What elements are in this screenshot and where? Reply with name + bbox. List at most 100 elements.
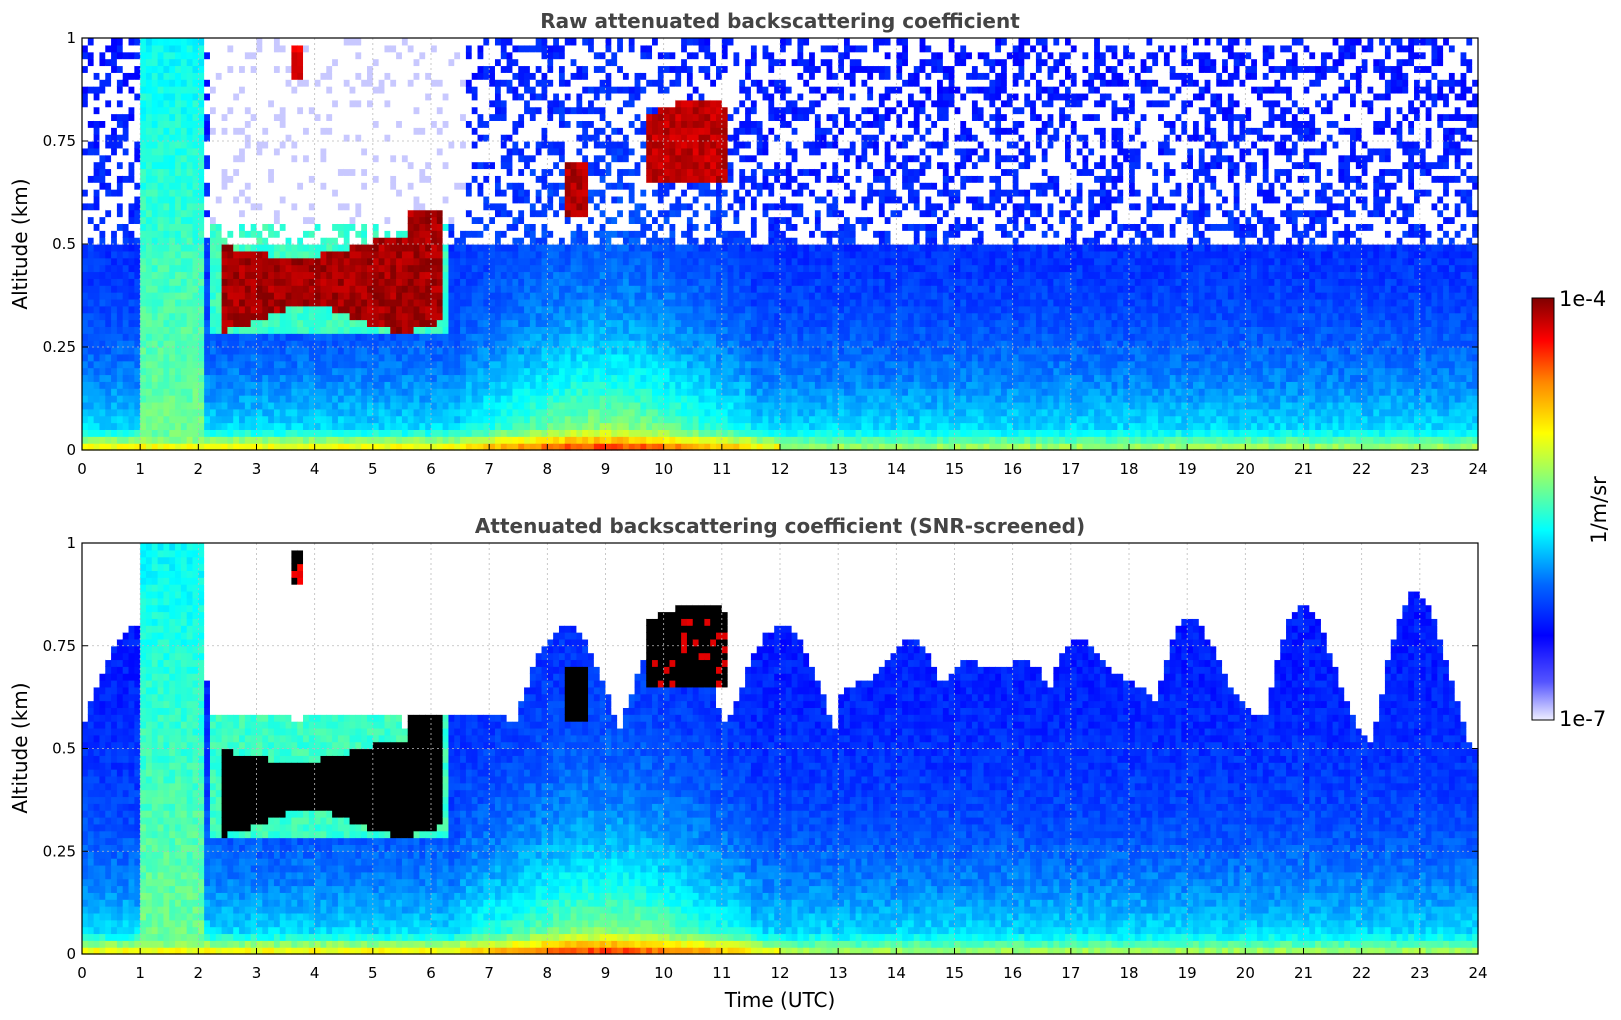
heatmap-cell [111,141,117,148]
heatmap-cell [88,354,94,361]
heatmap-cell [94,361,100,368]
heatmap-cell [350,381,356,388]
heatmap-cell [448,265,454,272]
heatmap-cell [536,114,542,121]
heatmap-cell [204,230,210,237]
heatmap-cell [559,141,565,148]
heatmap-cell [123,429,129,436]
heatmap-cell [530,162,536,169]
heatmap-cell [198,107,204,114]
heatmap-cell [414,292,420,299]
heatmap-cell [94,134,100,141]
heatmap-cell [355,230,361,237]
heatmap-cell [530,320,536,327]
heatmap-cell [373,299,379,306]
heatmap-cell [466,79,472,86]
heatmap-cell [518,182,524,189]
heatmap-cell [361,388,367,395]
heatmap-cell [262,182,268,189]
heatmap-cell [268,409,274,416]
heatmap-cell [530,402,536,409]
heatmap-cell [286,436,292,443]
heatmap-cell [443,65,449,72]
heatmap-cell [262,368,268,375]
heatmap-cell [227,347,233,354]
heatmap-cell [408,100,414,107]
heatmap-cell [373,361,379,368]
heatmap-cell [129,210,135,217]
heatmap-cell [355,59,361,66]
heatmap-cell [326,182,332,189]
heatmap-cell [478,409,484,416]
heatmap-cell [146,45,152,52]
heatmap-cell [547,436,553,443]
heatmap-cell [443,265,449,272]
heatmap-cell [518,127,524,134]
heatmap-cell [233,223,239,230]
heatmap-cell [286,258,292,265]
heatmap-cell [303,278,309,285]
heatmap-cell [507,381,513,388]
heatmap-cell [169,251,175,258]
heatmap-cell [379,196,385,203]
heatmap-cell [257,120,263,127]
heatmap-cell [129,223,135,230]
heatmap-cell [94,65,100,72]
heatmap-cell [524,402,530,409]
heatmap-cell [175,175,181,182]
heatmap-cell [315,244,321,251]
heatmap-cell [384,333,390,340]
heatmap-cell [518,354,524,361]
heatmap-cell [425,436,431,443]
heatmap-cell [559,326,565,333]
heatmap-cell [233,278,239,285]
heatmap-cell [286,354,292,361]
heatmap-cell [169,347,175,354]
heatmap-cell [373,162,379,169]
heatmap-cell [431,423,437,430]
heatmap-cell [350,402,356,409]
heatmap-cell [466,59,472,66]
heatmap-cell [350,306,356,313]
heatmap-cell [495,127,501,134]
heatmap-cell [88,93,94,100]
heatmap-cell [478,134,484,141]
heatmap-cell [233,326,239,333]
heatmap-cell [274,299,280,306]
heatmap-cell [553,347,559,354]
heatmap-cell [216,162,222,169]
heatmap-cell [140,340,146,347]
heatmap-cell [262,120,268,127]
heatmap-cell [472,93,478,100]
heatmap-cell [350,416,356,423]
heatmap-cell [332,347,338,354]
heatmap-cell [390,388,396,395]
heatmap-cell [94,292,100,299]
heatmap-cell [384,45,390,52]
heatmap-cell [536,306,542,313]
heatmap-cell [501,120,507,127]
heatmap-cell [268,285,274,292]
heatmap-cell [315,210,321,217]
heatmap-cell [344,155,350,162]
heatmap-cell [82,38,88,45]
heatmap-cell [512,72,518,79]
heatmap-cell [437,114,443,121]
heatmap-cell [169,416,175,423]
heatmap-cell [274,127,280,134]
heatmap-cell [216,182,222,189]
heatmap-cell [379,114,385,121]
heatmap-cell [291,203,297,210]
heatmap-cell [158,292,164,299]
heatmap-cell [204,217,210,224]
heatmap-cell [448,292,454,299]
heatmap-cell [239,120,245,127]
heatmap-cell [559,182,565,189]
heatmap-cell [390,189,396,196]
heatmap-cell [268,306,274,313]
heatmap-cell [559,155,565,162]
heatmap-cell [280,374,286,381]
heatmap-cell [82,45,88,52]
heatmap-cell [495,313,501,320]
heatmap-cell [384,244,390,251]
